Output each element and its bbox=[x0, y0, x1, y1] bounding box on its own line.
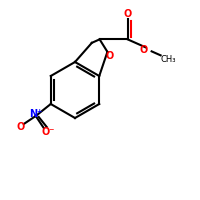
Text: O⁻: O⁻ bbox=[41, 127, 54, 137]
Text: CH₃: CH₃ bbox=[161, 55, 176, 64]
Text: O: O bbox=[123, 9, 132, 19]
Text: O: O bbox=[17, 122, 25, 132]
Text: O: O bbox=[105, 51, 114, 61]
Text: O: O bbox=[139, 45, 148, 55]
Text: N⁺: N⁺ bbox=[29, 109, 42, 119]
